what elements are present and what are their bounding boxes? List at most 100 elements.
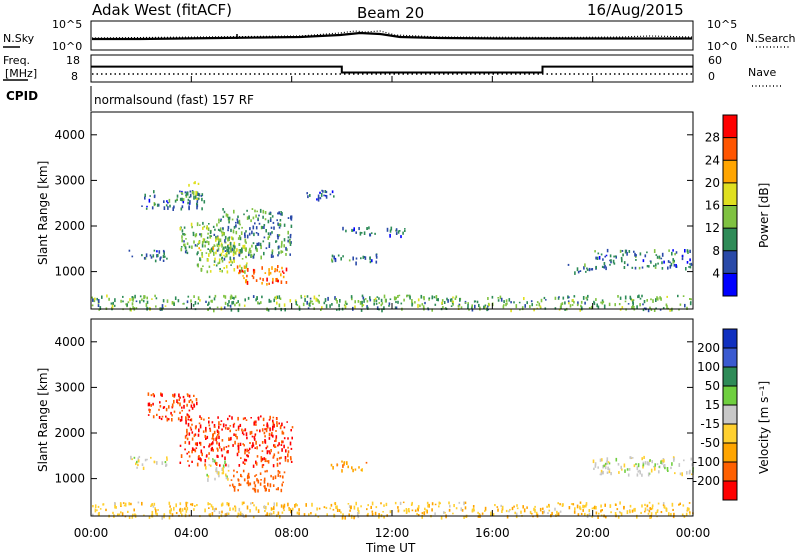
data-cell bbox=[185, 420, 187, 425]
data-cell bbox=[164, 255, 166, 258]
data-cell bbox=[255, 420, 257, 424]
data-cell bbox=[685, 267, 687, 271]
nave-tick-bottom: 0 bbox=[708, 70, 715, 83]
data-cell bbox=[428, 297, 431, 299]
nsky-label: N.Sky bbox=[3, 32, 35, 45]
data-cell bbox=[226, 450, 228, 454]
data-cell bbox=[186, 403, 188, 407]
data-cell bbox=[411, 501, 413, 505]
data-cell bbox=[653, 249, 656, 253]
data-cell bbox=[224, 241, 227, 244]
data-cell bbox=[602, 301, 605, 304]
data-cell bbox=[154, 294, 156, 298]
data-cell bbox=[287, 217, 290, 219]
range-tick-label: 4000 bbox=[54, 128, 85, 142]
data-cell bbox=[250, 430, 253, 435]
data-cell bbox=[158, 250, 161, 254]
data-cell bbox=[155, 513, 157, 515]
data-cell bbox=[395, 301, 397, 304]
data-cell bbox=[133, 456, 136, 459]
data-cell bbox=[568, 506, 571, 510]
data-cell bbox=[422, 305, 425, 310]
data-cell bbox=[187, 201, 189, 205]
data-cell bbox=[91, 296, 93, 299]
data-cell bbox=[204, 241, 207, 244]
data-cell bbox=[207, 308, 209, 311]
data-cell bbox=[190, 404, 193, 408]
data-cell bbox=[320, 193, 323, 197]
data-cell bbox=[208, 507, 210, 509]
data-cell bbox=[191, 450, 193, 454]
data-cell bbox=[686, 306, 688, 310]
data-cell bbox=[174, 296, 177, 300]
data-cell bbox=[263, 477, 266, 481]
data-cell bbox=[579, 505, 581, 510]
data-cell bbox=[632, 301, 634, 306]
data-cell bbox=[370, 505, 372, 509]
data-cell bbox=[193, 404, 196, 408]
data-cell bbox=[257, 509, 260, 513]
data-cell bbox=[367, 306, 369, 310]
data-cell bbox=[276, 234, 279, 238]
data-cell bbox=[603, 262, 606, 266]
data-cell bbox=[661, 459, 663, 463]
data-cell bbox=[673, 263, 676, 267]
data-cell bbox=[539, 305, 542, 308]
data-cell bbox=[208, 464, 211, 466]
data-cell bbox=[596, 256, 599, 260]
data-cell bbox=[690, 262, 693, 266]
data-cell bbox=[271, 251, 274, 255]
data-cell bbox=[333, 502, 336, 505]
data-cell bbox=[388, 302, 391, 306]
data-cell bbox=[137, 501, 140, 504]
data-cell bbox=[316, 198, 318, 201]
data-cell bbox=[228, 238, 230, 241]
data-cell bbox=[277, 254, 279, 257]
data-cell bbox=[208, 452, 210, 455]
data-cell bbox=[229, 304, 232, 308]
data-cell bbox=[588, 509, 591, 513]
data-cell bbox=[673, 512, 675, 517]
data-cell bbox=[263, 479, 266, 484]
data-cell bbox=[188, 409, 191, 412]
data-cell bbox=[222, 250, 224, 253]
data-cell bbox=[275, 295, 277, 300]
data-cell bbox=[178, 398, 180, 401]
data-cell bbox=[156, 461, 158, 465]
velocity-colorbar-title: Velocity [m s⁻¹] bbox=[757, 381, 771, 474]
data-cell bbox=[585, 270, 587, 273]
data-cell bbox=[673, 259, 675, 263]
data-cell bbox=[424, 301, 426, 305]
data-cell bbox=[148, 198, 151, 203]
data-cell bbox=[352, 468, 354, 473]
data-cell bbox=[610, 511, 612, 514]
data-cell bbox=[244, 450, 246, 455]
data-cell bbox=[626, 263, 629, 267]
data-cell bbox=[659, 296, 661, 300]
data-cell bbox=[639, 297, 642, 300]
data-cell bbox=[269, 271, 272, 275]
data-cell bbox=[252, 242, 255, 245]
data-cell bbox=[362, 255, 365, 259]
data-cell bbox=[474, 300, 477, 303]
data-cell bbox=[246, 454, 248, 457]
data-cell bbox=[131, 255, 134, 258]
data-cell bbox=[597, 515, 599, 519]
data-cell bbox=[223, 257, 226, 261]
data-cell bbox=[240, 266, 243, 271]
data-cell bbox=[324, 190, 327, 193]
data-cell bbox=[224, 256, 227, 258]
data-cell bbox=[246, 280, 249, 285]
data-cell bbox=[421, 515, 423, 519]
data-cell bbox=[221, 244, 223, 248]
data-cell bbox=[149, 195, 151, 197]
data-cell bbox=[375, 303, 378, 305]
data-cell bbox=[623, 261, 626, 265]
data-cell bbox=[199, 249, 202, 252]
data-cell bbox=[505, 509, 508, 513]
data-cell bbox=[182, 395, 185, 399]
data-cell bbox=[277, 487, 279, 491]
data-cell bbox=[346, 463, 348, 465]
data-cell bbox=[175, 503, 177, 508]
